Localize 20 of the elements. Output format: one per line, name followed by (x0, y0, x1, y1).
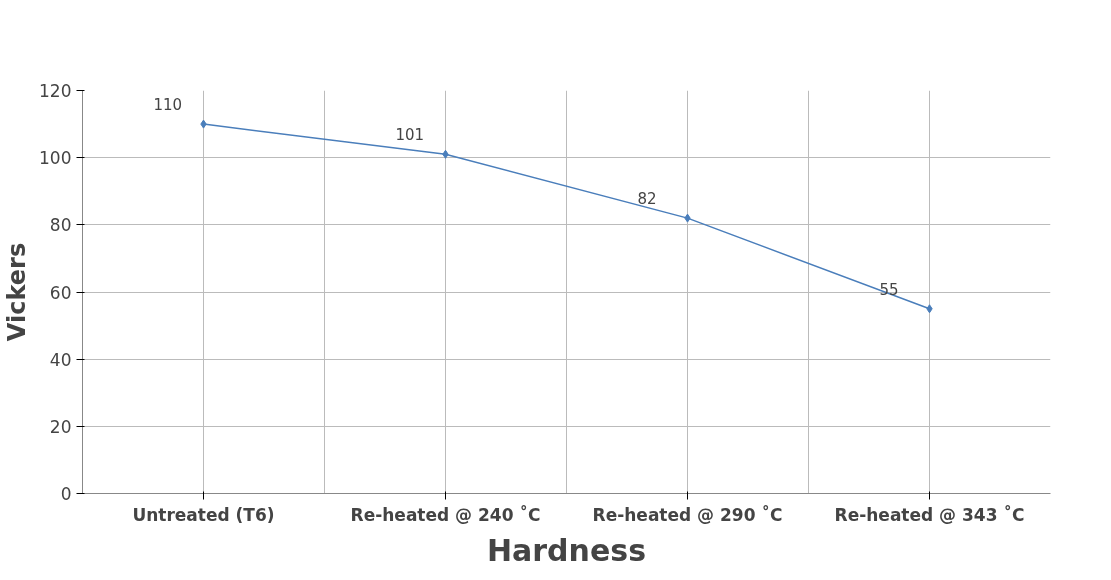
x-axis-title: Hardness (486, 532, 647, 568)
y-tick-label: 120 (39, 81, 72, 101)
data-label: 82 (637, 190, 657, 209)
x-tick-label: Untreated (T6) (132, 504, 275, 525)
y-tick-label: 60 (49, 282, 72, 303)
y-tick-label: 80 (49, 215, 72, 236)
point (200, 119, 207, 129)
y-tick-label: 40 (49, 349, 72, 370)
x-tick-label: Re-heated @ 240 ˚C (350, 503, 541, 525)
point (442, 149, 449, 159)
y-tick-label: 100 (39, 148, 72, 169)
point (926, 304, 933, 314)
x-tick-label: Re-heated @ 343 ˚C (834, 503, 1025, 525)
y-tick-label: 20 (49, 416, 72, 437)
data-label: 110 (153, 96, 183, 115)
y-axis-title: Vickers (3, 242, 32, 342)
data-label: 101 (395, 126, 425, 145)
point (684, 213, 691, 223)
x-tick-label: Re-heated @ 290 ˚C (592, 503, 783, 525)
y-tick-label: 0 (60, 484, 72, 504)
